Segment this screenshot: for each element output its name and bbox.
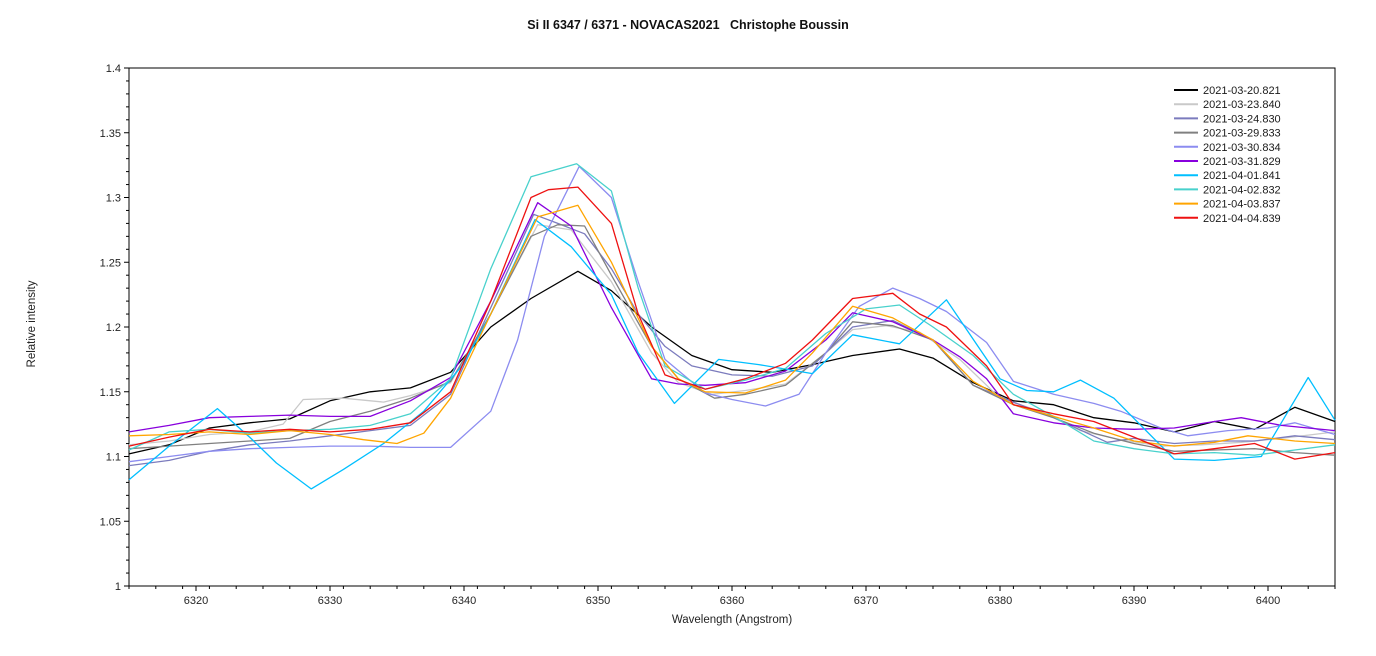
y-tick-label: 1.25 bbox=[100, 257, 121, 269]
legend-label-2021-03-23.840: 2021-03-23.840 bbox=[1203, 99, 1281, 111]
series-line-2021-03-23.840 bbox=[128, 224, 1336, 447]
x-tick-label: 6360 bbox=[720, 595, 744, 607]
series-line-2021-04-03.837 bbox=[128, 204, 1336, 447]
legend-label-2021-03-20.821: 2021-03-20.821 bbox=[1203, 85, 1281, 97]
x-tick-label: 6400 bbox=[1256, 595, 1280, 607]
series-line-2021-04-04.839 bbox=[128, 186, 1336, 460]
legend-label-2021-04-04.839: 2021-04-04.839 bbox=[1203, 213, 1281, 225]
x-tick-label: 6380 bbox=[988, 595, 1012, 607]
y-tick-label: 1.2 bbox=[106, 322, 121, 334]
legend-label-2021-03-24.830: 2021-03-24.830 bbox=[1203, 113, 1281, 125]
y-tick-label: 1.3 bbox=[106, 193, 121, 205]
x-tick-label: 6330 bbox=[318, 595, 342, 607]
legend-label-2021-04-03.837: 2021-04-03.837 bbox=[1203, 199, 1281, 211]
y-tick-label: 1.1 bbox=[106, 452, 121, 464]
y-tick-label: 1.35 bbox=[100, 128, 121, 140]
x-tick-label: 6370 bbox=[854, 595, 878, 607]
series-line-2021-03-24.830 bbox=[128, 213, 1336, 467]
legend-label-2021-03-30.834: 2021-03-30.834 bbox=[1203, 142, 1281, 154]
legend-label-2021-04-02.832: 2021-04-02.832 bbox=[1203, 184, 1281, 196]
y-tick-label: 1.05 bbox=[100, 516, 121, 528]
x-axis-label: Wavelength (Angstrom) bbox=[671, 614, 793, 626]
legend-label-2021-03-31.829: 2021-03-31.829 bbox=[1203, 156, 1281, 168]
x-tick-label: 6390 bbox=[1122, 595, 1146, 607]
y-tick-label: 1 bbox=[115, 581, 121, 593]
y-tick-label: 1.15 bbox=[100, 387, 121, 399]
x-tick-label: 6320 bbox=[184, 595, 208, 607]
y-tick-label: 1.4 bbox=[106, 63, 121, 75]
series-line-2021-03-29.833 bbox=[128, 224, 1336, 456]
x-tick-label: 6340 bbox=[452, 595, 476, 607]
x-tick-label: 6350 bbox=[586, 595, 610, 607]
series-line-2021-03-31.829 bbox=[128, 202, 1336, 433]
series-line-2021-03-30.834 bbox=[128, 165, 1336, 463]
series-line-2021-03-20.821 bbox=[128, 270, 1336, 455]
chart-title: Si II 6347 / 6371 - NOVACAS2021 Christop… bbox=[527, 18, 849, 32]
legend-label-2021-03-29.833: 2021-03-29.833 bbox=[1203, 128, 1281, 140]
series-line-2021-04-01.841 bbox=[128, 218, 1336, 490]
legend-label-2021-04-01.841: 2021-04-01.841 bbox=[1203, 170, 1281, 182]
y-axis-label: Relative intensity bbox=[26, 280, 38, 368]
series-line-2021-04-02.832 bbox=[128, 163, 1336, 456]
plot-border bbox=[128, 67, 1336, 587]
